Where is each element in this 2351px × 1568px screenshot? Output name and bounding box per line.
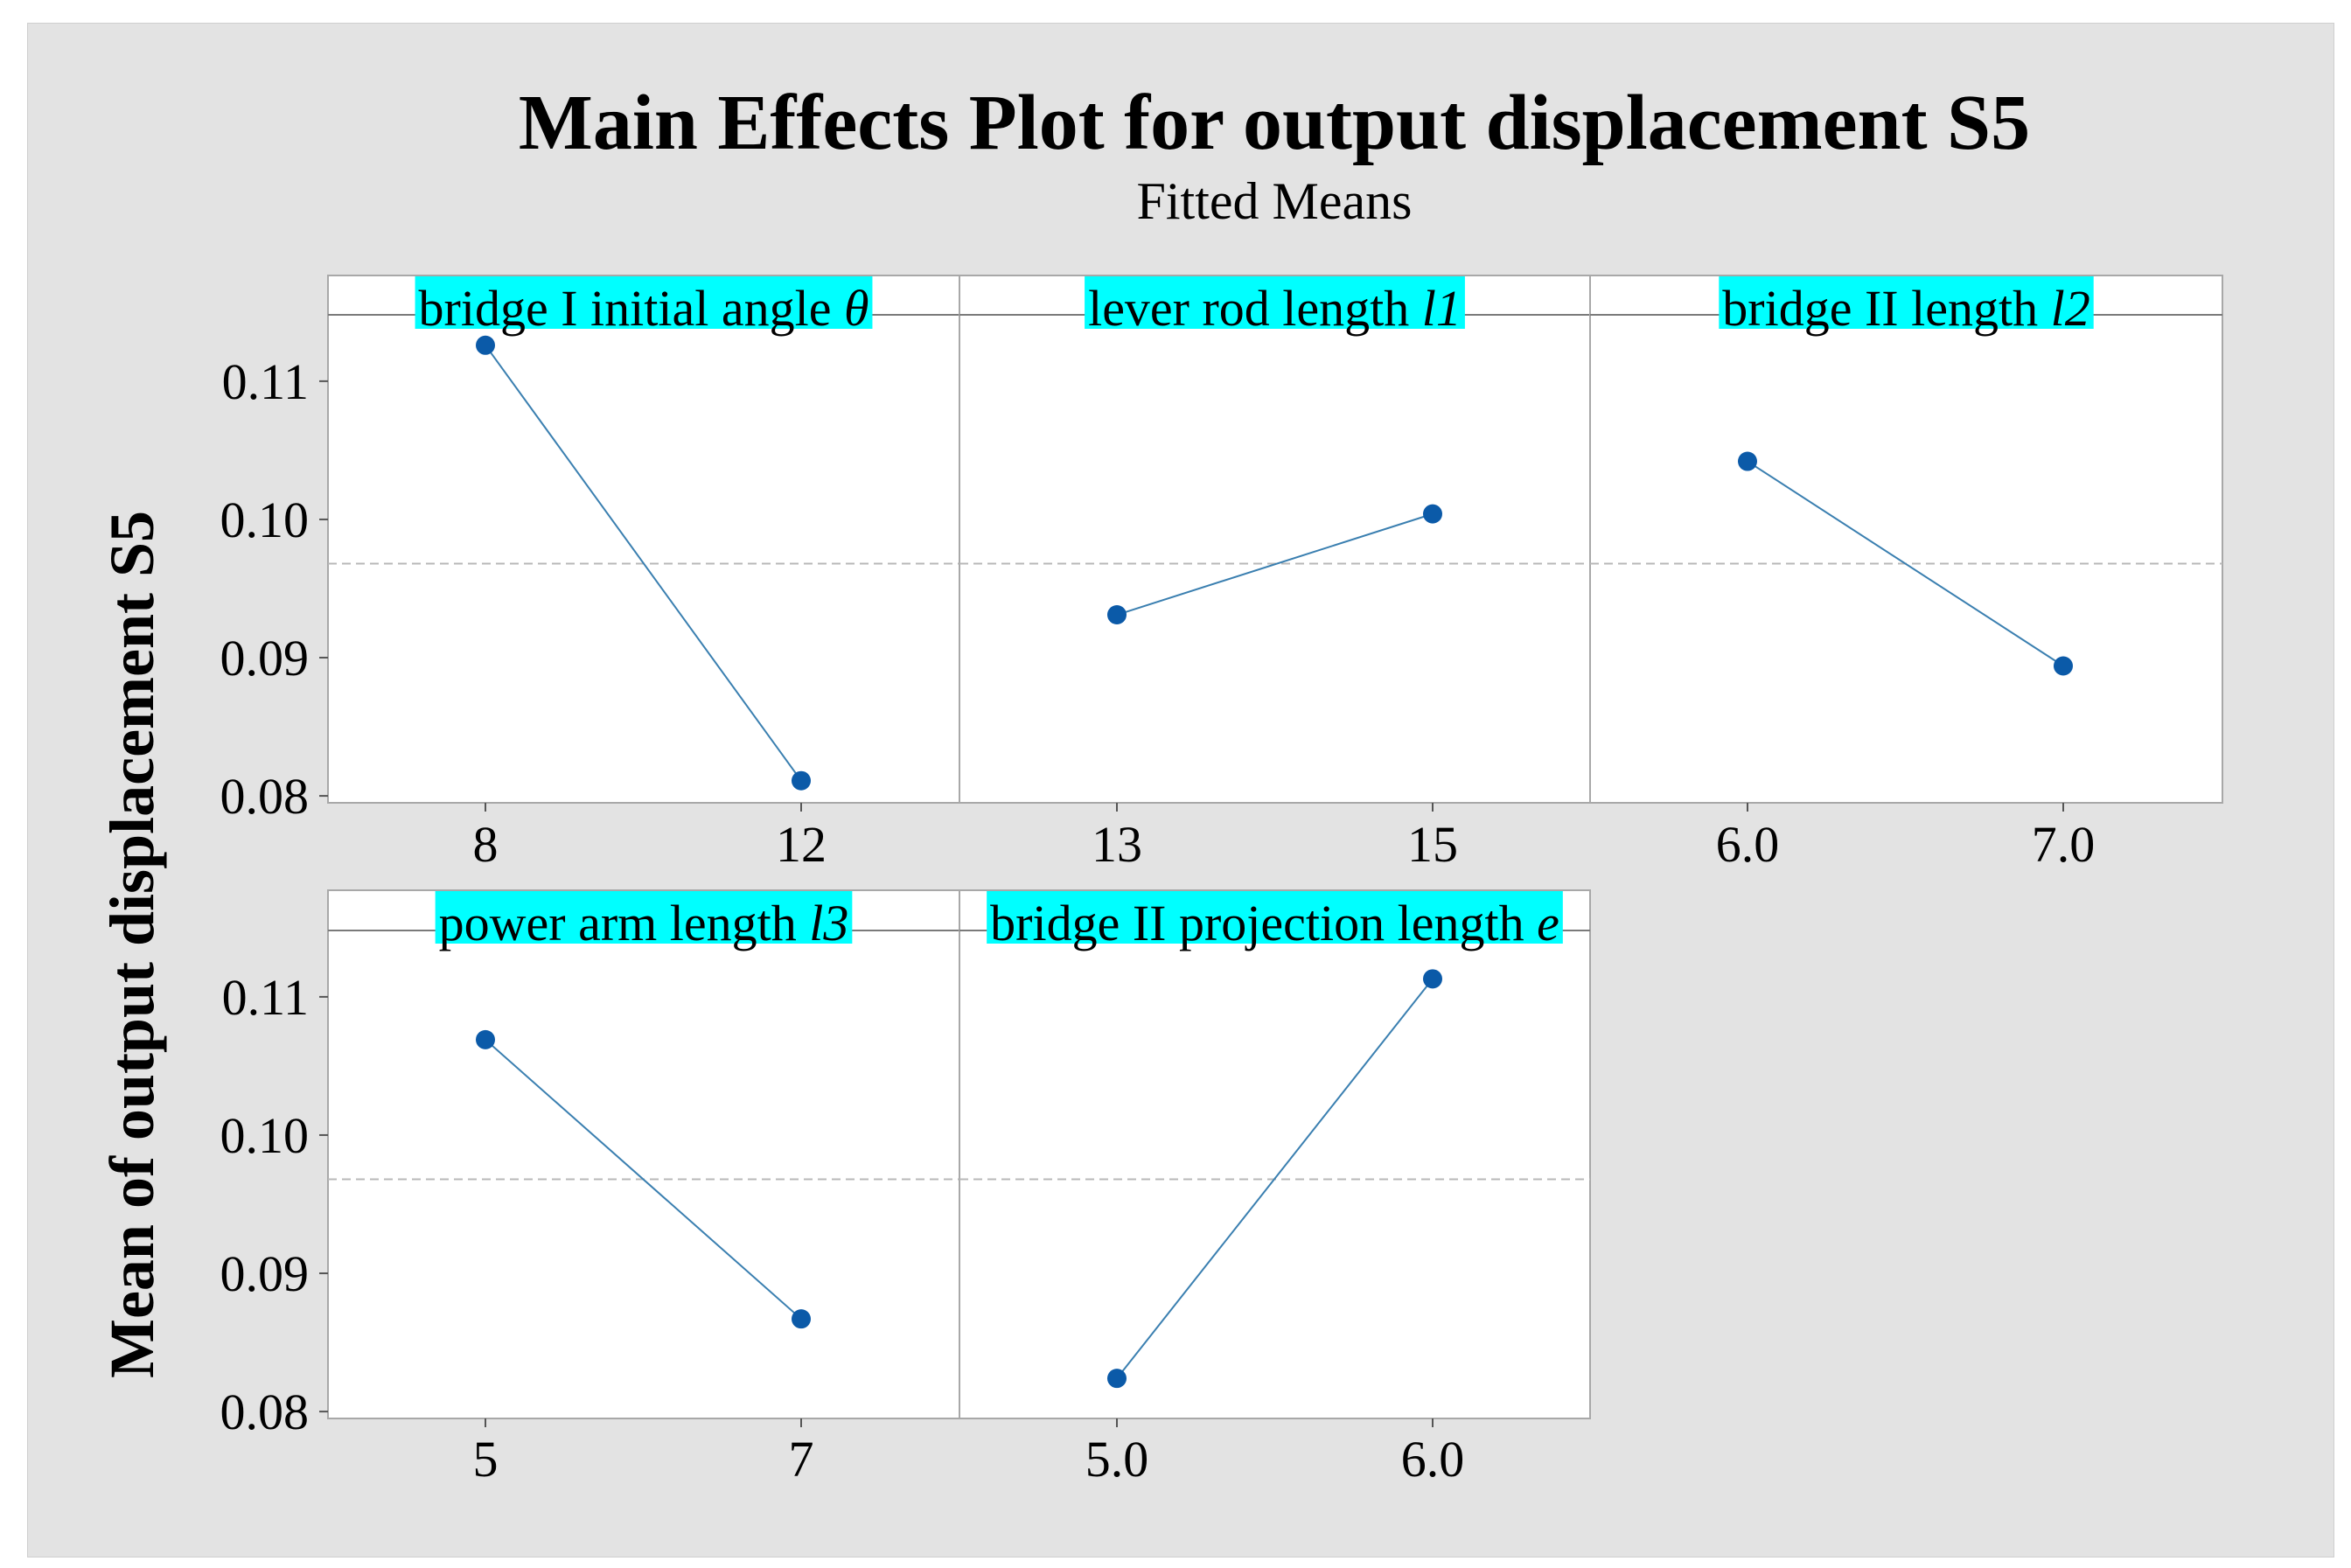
y-tick-label: 0.09 xyxy=(220,1245,310,1302)
x-tick-label: 7.0 xyxy=(2032,816,2096,873)
strip-highlight xyxy=(1719,276,2094,329)
panel-frame xyxy=(959,275,1591,804)
strip-label: bridge II length l2 xyxy=(1722,280,2089,337)
series-line xyxy=(1116,978,1434,1379)
x-tick-label: 7 xyxy=(789,1431,814,1488)
y-tick-label: 0.11 xyxy=(222,969,309,1026)
y-tick-label: 0.11 xyxy=(222,353,309,410)
series-line xyxy=(1116,512,1434,616)
data-point xyxy=(1738,451,1757,471)
x-tick-label: 5.0 xyxy=(1085,1431,1149,1488)
y-tick-label: 0.08 xyxy=(220,1383,310,1440)
y-tick-label: 0.10 xyxy=(220,491,310,548)
panel-2: lever rod length l1 13 15 xyxy=(959,275,1591,873)
x-tick-label: 6.0 xyxy=(1716,816,1780,873)
series-line xyxy=(485,345,802,782)
strip-highlight xyxy=(987,891,1563,944)
y-tick-label: 0.09 xyxy=(220,630,310,686)
panel-frame xyxy=(959,889,1591,1419)
x-tick-label: 13 xyxy=(1092,816,1142,873)
panel-1: bridge I initial angle θ 0.08 0.09 0.10 0.11… xyxy=(220,275,960,873)
strip-label: bridge II projection length e xyxy=(990,895,1559,951)
series-line xyxy=(1747,460,2064,667)
panel-frame xyxy=(327,275,960,804)
data-point xyxy=(2054,656,2073,676)
data-point xyxy=(476,1029,495,1049)
strip-highlight xyxy=(415,276,873,329)
strip-label: power arm length l3 xyxy=(439,895,849,951)
data-point xyxy=(476,335,495,355)
panel-3: bridge II length l2 6.0 7.0 xyxy=(1589,275,2223,873)
y-tick-label: 0.08 xyxy=(220,768,310,825)
strip-label: bridge I initial angle θ xyxy=(419,280,869,337)
data-point xyxy=(1107,1369,1127,1389)
y-tick-label: 0.10 xyxy=(220,1107,310,1164)
x-tick-label: 6.0 xyxy=(1401,1431,1465,1488)
x-tick-label: 8 xyxy=(473,816,499,873)
data-point xyxy=(792,770,811,791)
chart-title: Main Effects Plot for output displacemen… xyxy=(519,80,2030,166)
panel-5: bridge II projection length e 5.0 6.0 xyxy=(959,889,1591,1488)
panel-frame xyxy=(327,889,960,1419)
chart-subtitle: Fitted Means xyxy=(1137,172,1413,230)
data-point xyxy=(792,1309,811,1329)
data-point xyxy=(1107,605,1127,625)
x-tick-label: 12 xyxy=(776,816,827,873)
x-tick-label: 15 xyxy=(1407,816,1458,873)
strip-highlight xyxy=(435,891,853,944)
panel-4: power arm length l3 0.08 0.09 0.10 0.11 5 7 xyxy=(220,889,960,1488)
panel-frame xyxy=(1589,275,2223,804)
strip-label: lever rod length l1 xyxy=(1088,280,1462,337)
data-point xyxy=(1423,969,1442,989)
y-axis-label: Mean of output displacement S5 xyxy=(97,511,167,1378)
data-point xyxy=(1423,504,1442,524)
x-tick-label: 5 xyxy=(473,1431,499,1488)
strip-highlight xyxy=(1085,276,1465,329)
series-line xyxy=(485,1039,802,1320)
